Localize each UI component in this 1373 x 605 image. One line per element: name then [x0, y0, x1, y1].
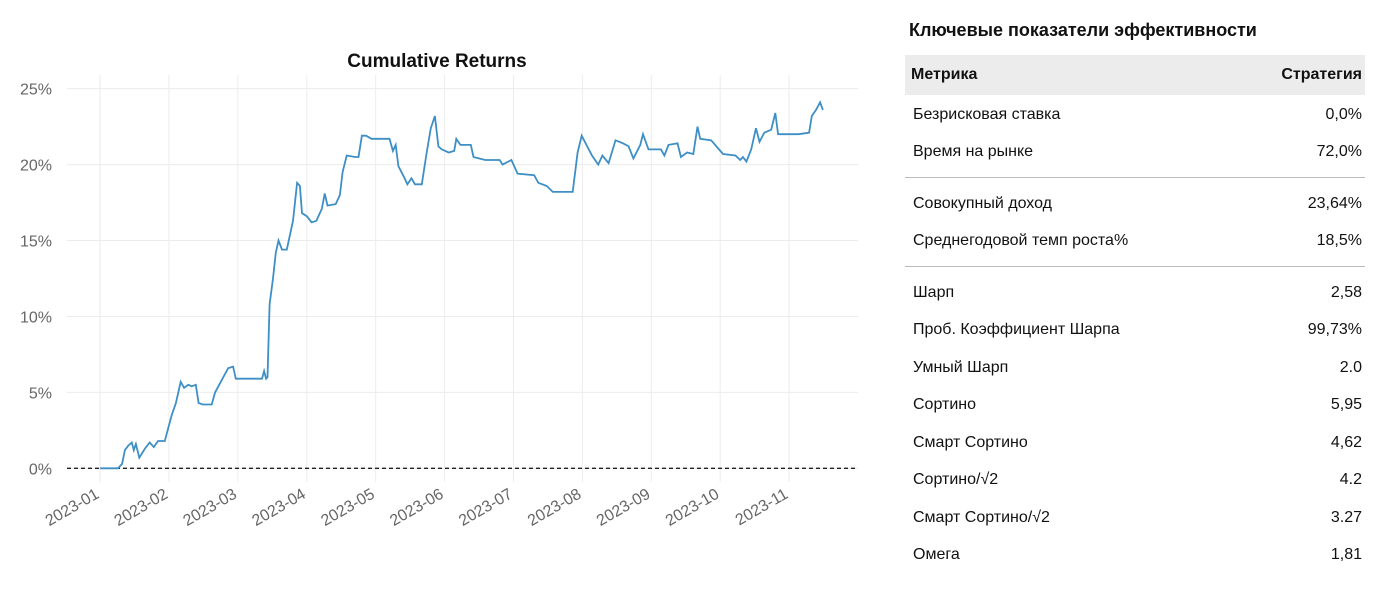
- table-title: Ключевые показатели эффективности: [909, 20, 1257, 40]
- row-group: Совокупный доход 23,64% Среднегодовой темп…: [905, 184, 1365, 267]
- metric-cell: Смарт Сортино: [913, 433, 1028, 451]
- table-row: Омега 1,81: [905, 537, 1365, 575]
- x-tick-label: 2023-11: [733, 486, 791, 530]
- row-group: Шарп 2,58 Проб. Коэффициент Шарпа 99,73% Умн…: [905, 273, 1365, 580]
- value-cell: 18,5%: [1316, 232, 1362, 250]
- value-cell: 1,81: [1330, 546, 1362, 564]
- y-tick-label: 0%: [29, 461, 52, 478]
- metric-cell: Безрисковая ставка: [913, 105, 1061, 123]
- table-row: Шарп 2,58: [905, 274, 1365, 312]
- metric-cell: Сортино/√2: [913, 471, 999, 489]
- y-tick-label: 15%: [20, 234, 52, 251]
- header-cell: Стратегия: [1281, 66, 1362, 83]
- table-row: Совокупный доход 23,64%: [905, 185, 1365, 223]
- metric-cell: Проб. Коэффициент Шарпа: [913, 321, 1120, 339]
- table-header: Метрика Стратегия: [905, 55, 1365, 95]
- table-row: Сортино/√2 4.2: [905, 462, 1365, 500]
- y-tick-label: 25%: [20, 82, 52, 99]
- table-row: Сортино 5,95: [905, 387, 1365, 425]
- chart: Cumulative Returns 0% 5% 10% 15% 20% 25% 2023-…: [20, 51, 858, 530]
- value-cell: 2,58: [1330, 283, 1362, 301]
- x-tick-label: 2023-10: [663, 486, 722, 530]
- metric-cell: Сортино: [913, 396, 976, 414]
- metrics-panel: Ключевые показатели эффективности Метрик…: [905, 14, 1365, 586]
- table-row: Безрисковая ставка 0,0%: [905, 96, 1365, 134]
- x-tick-label: 2023-09: [594, 486, 653, 530]
- table-body: Безрисковая ставка 0,0% Время на рынке 72,0…: [905, 95, 1365, 580]
- value-cell: 3.27: [1330, 508, 1362, 526]
- metric-cell: Время на рынке: [913, 143, 1034, 161]
- value-cell: 99,73%: [1307, 321, 1362, 339]
- value-cell: 4,62: [1330, 433, 1362, 451]
- value-cell: 23,64%: [1307, 194, 1362, 212]
- value-cell: 2.0: [1339, 358, 1362, 376]
- table-row: Умный Шарп 2.0: [905, 349, 1365, 387]
- value-cell: 4.2: [1339, 471, 1362, 489]
- x-tick-label: 2023-08: [525, 486, 584, 530]
- x-tick-label: 2023-06: [387, 486, 446, 530]
- x-tick-label: 2023-07: [456, 486, 515, 530]
- metric-cell: Омега: [913, 546, 960, 564]
- y-tick-label: 5%: [29, 385, 52, 402]
- metric-cell: Совокупный доход: [913, 194, 1052, 212]
- header-cell: Метрика: [911, 66, 978, 83]
- table-row: Смарт Сортино/√2 3.27: [905, 499, 1365, 537]
- x-tick-label: 2023-04: [249, 486, 308, 530]
- table-row: Среднегодовой темп роста% 18,5%: [905, 223, 1365, 261]
- row-group: Безрисковая ставка 0,0% Время на рынке 72,0…: [905, 95, 1365, 178]
- table-row: Смарт Сортино 4,62: [905, 424, 1365, 462]
- x-tick-label: 2023-03: [181, 486, 240, 530]
- y-tick-label: 10%: [20, 309, 52, 326]
- x-tick-label: 2023-05: [318, 486, 377, 530]
- table-row: Время на рынке 72,0%: [905, 134, 1365, 172]
- x-tick-label: 2023-01: [43, 486, 102, 530]
- value-cell: 0,0%: [1325, 105, 1362, 123]
- y-tick-label: 20%: [20, 158, 52, 175]
- metric-cell: Шарп: [913, 283, 955, 301]
- value-cell: 72,0%: [1316, 143, 1362, 161]
- chart-title: Cumulative Returns: [347, 51, 526, 72]
- x-tick-label: 2023-02: [112, 486, 171, 530]
- value-cell: 5,95: [1330, 396, 1362, 414]
- metric-cell: Смарт Сортино/√2: [913, 508, 1050, 526]
- line-series: [100, 100, 824, 470]
- table-row: Проб. Коэффициент Шарпа 99,73%: [905, 312, 1365, 350]
- metric-cell: Среднегодовой темп роста%: [913, 232, 1129, 250]
- metric-cell: Умный Шарп: [913, 358, 1009, 376]
